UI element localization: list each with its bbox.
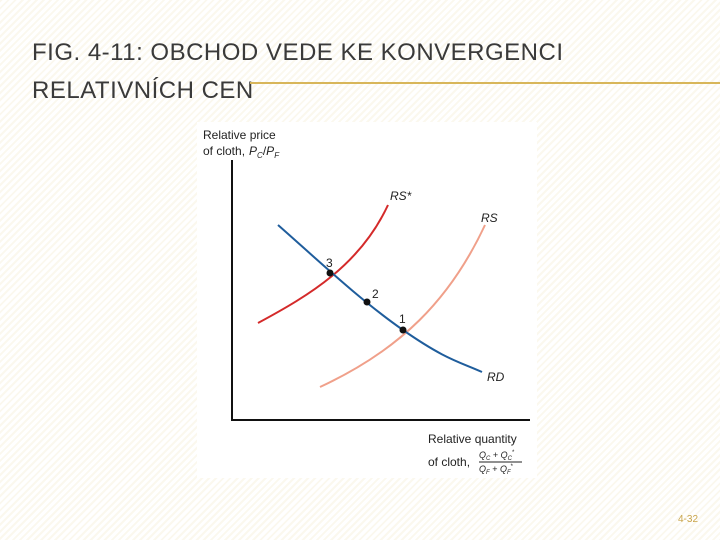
fraction-numerator: QC + QC* (479, 450, 515, 462)
point-label: 2 (372, 287, 379, 301)
title-rule (250, 82, 720, 84)
formula: F (507, 470, 511, 476)
title-line: FIG. 4-11: OBCHOD VEDE KE KONVERGENCI (32, 39, 564, 66)
formula: * (511, 464, 514, 470)
formula: F (486, 470, 490, 476)
formula: Q (501, 450, 508, 460)
formula: * (512, 450, 515, 456)
page-number: 4-32 (678, 514, 699, 525)
rd-curve (277, 224, 483, 373)
x-axis-label: of cloth, (428, 455, 470, 469)
curve-label: RS* (390, 189, 412, 203)
equilibrium-point (326, 269, 334, 277)
curve-label: RD (487, 370, 505, 384)
formula: C (257, 151, 263, 160)
slide-title: FIG. 4-11: OBCHOD VEDE KE KONVERGENCI RE… (32, 34, 564, 110)
formula: + (490, 464, 500, 474)
label-text: of cloth, (203, 144, 245, 158)
formula: F (274, 151, 280, 160)
formula: P (249, 144, 257, 158)
formula: / (263, 144, 267, 158)
rs-curve (319, 224, 486, 388)
fraction-denominator: QF + QF* (479, 464, 514, 476)
curve-label: RS (481, 211, 498, 225)
title-line: RELATIVNÍCH CEN (32, 77, 254, 104)
formula: C (508, 456, 513, 462)
formula: Q (479, 464, 486, 474)
formula: Q (479, 450, 486, 460)
formula: + (490, 450, 500, 460)
point-label: 1 (399, 312, 406, 326)
y-axis-label: Relative price (203, 128, 276, 142)
x-axis-label: Relative quantity (428, 432, 517, 446)
equilibrium-point (399, 326, 407, 334)
y-axis-label: of cloth, PC/PF (203, 144, 280, 160)
formula: Q (500, 464, 507, 474)
equilibrium-point (363, 298, 371, 306)
point-label: 3 (326, 256, 333, 270)
formula: P (266, 144, 274, 158)
formula: C (486, 456, 491, 462)
rs-star-curve (257, 204, 389, 324)
